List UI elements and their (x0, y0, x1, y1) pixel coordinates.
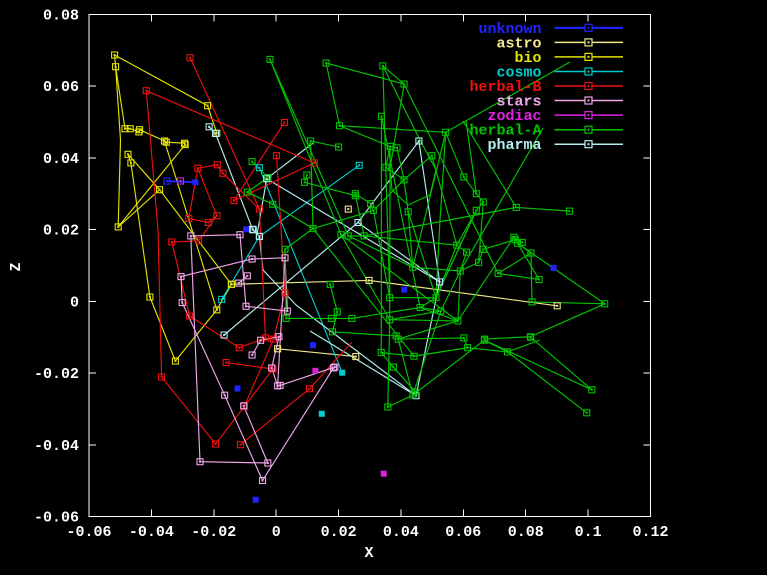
svg-text:herbal-B: herbal-B (469, 79, 541, 96)
svg-text:X: X (364, 545, 373, 562)
svg-text:pharma: pharma (487, 137, 541, 154)
svg-text:0.06: 0.06 (445, 524, 481, 541)
svg-text:0.02: 0.02 (321, 524, 357, 541)
svg-text:stars: stars (496, 94, 541, 111)
svg-text:herbal-A: herbal-A (469, 123, 541, 140)
svg-text:0.08: 0.08 (508, 524, 544, 541)
svg-text:0.1: 0.1 (575, 524, 602, 541)
svg-text:-0.04: -0.04 (129, 524, 174, 541)
svg-text:-0.04: -0.04 (34, 438, 79, 455)
svg-text:0.02: 0.02 (43, 223, 79, 240)
svg-text:-0.02: -0.02 (191, 524, 236, 541)
svg-text:astro: astro (496, 35, 541, 52)
svg-text:zodiac: zodiac (487, 108, 541, 125)
svg-text:0.04: 0.04 (383, 524, 419, 541)
svg-text:0.04: 0.04 (43, 151, 79, 168)
svg-text:0: 0 (70, 294, 79, 311)
svg-text:0.12: 0.12 (632, 524, 668, 541)
svg-text:0.06: 0.06 (43, 79, 79, 96)
svg-text:bio: bio (514, 50, 541, 67)
svg-text:0.08: 0.08 (43, 8, 79, 25)
svg-text:unknown: unknown (478, 21, 541, 38)
svg-text:0: 0 (272, 524, 281, 541)
svg-text:-0.06: -0.06 (66, 524, 111, 541)
svg-text:cosmo: cosmo (496, 65, 541, 82)
svg-text:Z: Z (8, 262, 25, 271)
svg-text:-0.06: -0.06 (34, 510, 79, 527)
svg-text:-0.02: -0.02 (34, 366, 79, 383)
